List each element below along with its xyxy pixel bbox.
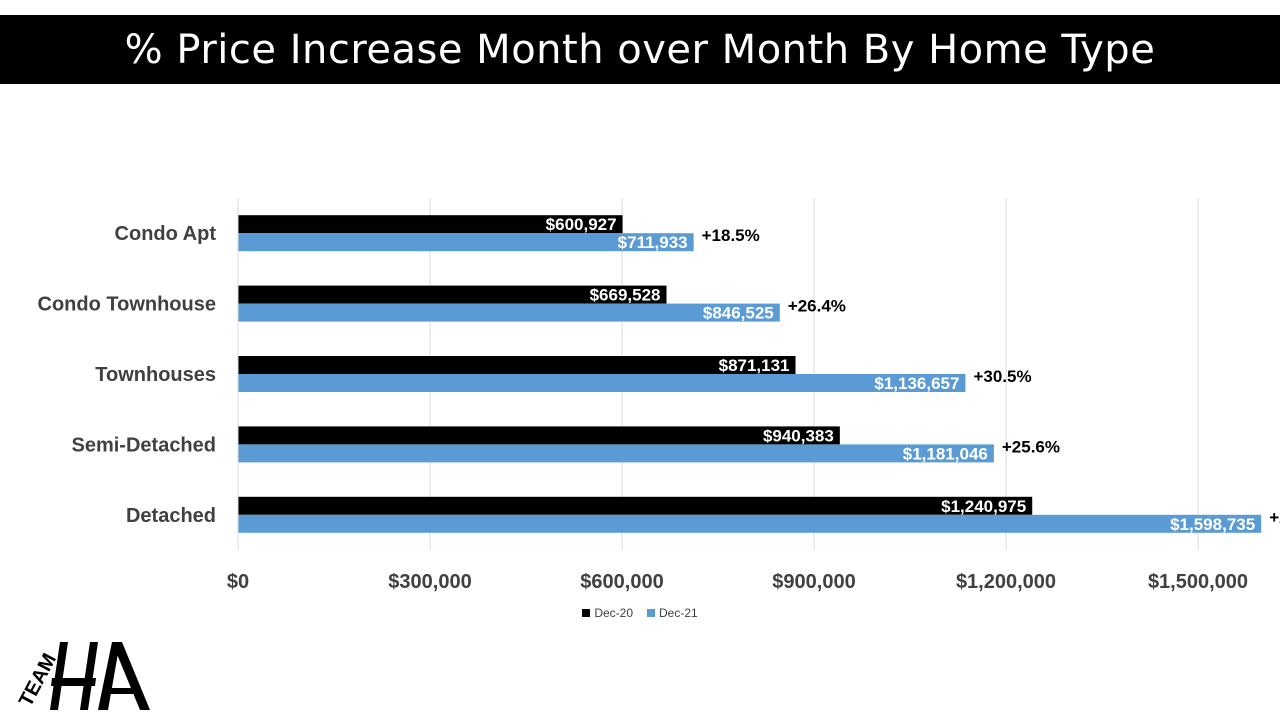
chart-title: % Price Increase Month over Month By Hom…	[124, 26, 1156, 73]
bar-chart: $0 $300,000 $600,000 $900,000 $1,200,000 $1,5…	[38, 198, 1280, 593]
bar-value-label: $600,927	[546, 215, 617, 234]
bar-2	[238, 233, 694, 252]
legend-item-series-1: Dec-20	[582, 606, 633, 620]
pct-change-label: +28.8%	[1269, 508, 1280, 527]
bar-value-label: $1,136,657	[874, 374, 959, 393]
x-tick-label: $1,200,000	[956, 571, 1056, 593]
bar-value-label: $711,933	[618, 233, 688, 252]
x-tick-label: $600,000	[580, 571, 663, 593]
legend-swatch-series-1	[582, 609, 591, 617]
category-label: Condo Apt	[115, 223, 217, 245]
category-label: Detached	[126, 505, 216, 527]
x-tick-label: $900,000	[772, 571, 855, 593]
category-label: Semi-Detached	[72, 434, 217, 456]
bar-value-label: $1,181,046	[903, 444, 988, 463]
bar-value-label: $1,598,735	[1170, 515, 1255, 534]
pct-change-label: +30.5%	[973, 367, 1031, 386]
x-tick-label: $0	[227, 571, 249, 593]
bar-2	[238, 303, 780, 322]
bar-value-label: $940,383	[763, 426, 834, 445]
team-ha-logo: TEAM	[15, 642, 150, 710]
legend-label-series-2: Dec-21	[659, 606, 698, 620]
bar-1	[238, 426, 840, 445]
bar-value-label: $871,131	[719, 356, 790, 375]
x-tick-label: $300,000	[388, 571, 471, 593]
pct-change-label: +18.5%	[702, 226, 760, 245]
bar-2	[238, 374, 966, 392]
title-bar: % Price Increase Month over Month By Hom…	[0, 15, 1280, 84]
bar-value-label: $846,525	[703, 304, 774, 323]
category-label: Condo Townhouse	[38, 294, 217, 316]
pct-change-label: +25.6%	[1002, 437, 1060, 456]
legend-label-series-1: Dec-20	[594, 606, 633, 620]
pct-change-label: +26.4%	[788, 297, 846, 316]
bar-value-label: $1,240,975	[941, 497, 1026, 516]
bar-1	[238, 215, 623, 234]
x-tick-label: $1,500,000	[1148, 571, 1248, 593]
category-label: Townhouses	[95, 364, 216, 386]
legend-swatch-series-2	[647, 609, 655, 617]
legend: Dec-20 Dec-21	[0, 606, 1280, 620]
bar-1	[238, 496, 1033, 515]
bar-2	[238, 514, 1262, 533]
bar-2	[238, 444, 994, 463]
bar-1	[238, 356, 796, 374]
logo-ha-mark	[50, 642, 150, 710]
legend-item-series-2: Dec-21	[647, 606, 698, 620]
bar-value-label: $669,528	[590, 286, 661, 305]
bar-1	[238, 285, 667, 304]
